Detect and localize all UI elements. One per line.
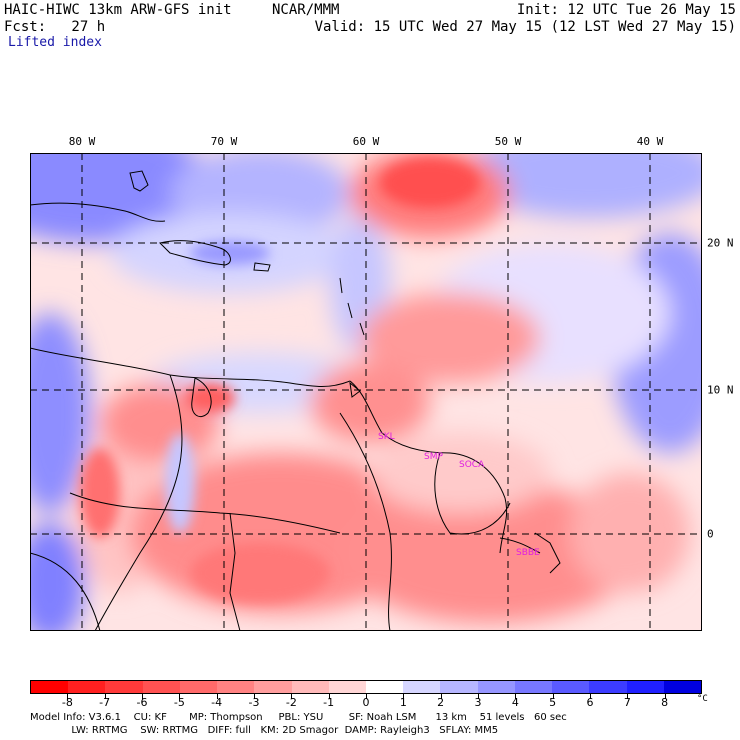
colorbar-tick-label: 2 [437,696,445,709]
colorbar-swatch [514,681,553,693]
lat-label-0: 0 [707,527,714,541]
colorbar-swatch [626,681,664,693]
colorbar-tick-label: 8 [661,696,669,709]
colorbar-tick-label: -8 [61,696,73,709]
lat-label-20n: 20 N [707,236,734,250]
colorbar [30,680,702,694]
station-label-1: SKL [378,432,395,442]
colorbar-tick [403,694,405,699]
colorbar-swatch [254,681,292,693]
station-label-2: SMP [424,452,443,462]
colorbar-tick [515,694,517,699]
colorbar-tick [179,694,181,699]
colorbar-swatch [365,681,404,693]
colorbar-tick [104,694,106,699]
colorbar-tick [142,694,143,699]
valid-time: Valid: 15 UTC Wed 27 May 15 (12 LST Wed … [314,19,736,35]
colorbar-tick-label: 4 [511,696,519,709]
colorbar-swatch [328,681,366,693]
colorbar-unit: °C [697,694,708,704]
colorbar-tick [216,694,218,699]
colorbar-tick-label: -2 [285,696,297,709]
colorbar-tick-label: -1 [323,696,335,709]
colorbar-tick-label: -6 [136,696,148,709]
colorbar-tick [552,694,554,699]
colorbar-tick-label: 3 [474,696,482,709]
colorbar-swatch [552,681,590,693]
station-label-3: SOCA [459,460,485,470]
colorbar-tick [440,694,442,699]
colorbar-tick [478,694,479,699]
colorbar-swatch [291,681,329,693]
model-info-line1: Model Info: V3.6.1 CU: KF MP: Thompson P… [30,712,567,723]
lifted-index-map [30,153,702,631]
forecast-hour: Fcst: 27 h [4,19,106,35]
colorbar-swatch [477,681,515,693]
colorbar-tick-label: 1 [399,696,407,709]
colorbar-tick [254,694,255,699]
model-info-line2: LW: RRTMG SW: RRTMG DIFF: full KM: 2D Sm… [30,725,499,736]
colorbar-tick [366,694,367,699]
colorbar-tick-label: 6 [586,696,594,709]
colorbar-tick-label: -4 [211,696,223,709]
colorbar-tick-label: -3 [248,696,260,709]
colorbar-swatch [403,681,441,693]
station-label-4: SBBE [516,548,540,558]
colorbar-tick-label: 5 [549,696,557,709]
coastlines [30,170,561,631]
colorbar-tick-label: -5 [173,696,185,709]
lon-label-50w: 50 W [494,135,522,148]
colorbar-tick [627,694,629,699]
lat-label-10n: 10 N [707,383,734,397]
colorbar-tick-label: 7 [623,696,631,709]
colorbar-swatch [105,681,143,693]
colorbar-swatch [179,681,218,693]
lon-label-60w: 60 W [352,135,380,148]
colorbar-tick-label: 0 [362,696,370,709]
colorbar-swatch [663,681,701,693]
colorbar-swatch [217,681,255,693]
field-name: Lifted index [8,35,102,50]
colorbar-tick-label: -7 [99,696,111,709]
colorbar-tick [590,694,591,699]
org-label: NCAR/MMM [272,2,340,18]
model-title: HAIC-HIWC 13km ARW-GFS init [4,2,232,18]
map-canvas [30,153,702,631]
lon-label-70w: 70 W [210,135,238,148]
colorbar-swatch [589,681,627,693]
graticule [30,153,702,631]
colorbar-swatch [68,681,106,693]
colorbar-tick [328,694,330,699]
colorbar-tick [291,694,293,699]
colorbar-swatch [440,681,478,693]
colorbar-swatch [142,681,180,693]
lon-label-80w: 80 W [68,135,96,148]
colorbar-tick [664,694,666,699]
colorbar-swatch [31,681,69,693]
lon-label-40w: 40 W [636,135,664,148]
init-time: Init: 12 UTC Tue 26 May 15 [516,2,736,18]
colorbar-tick [67,694,69,699]
